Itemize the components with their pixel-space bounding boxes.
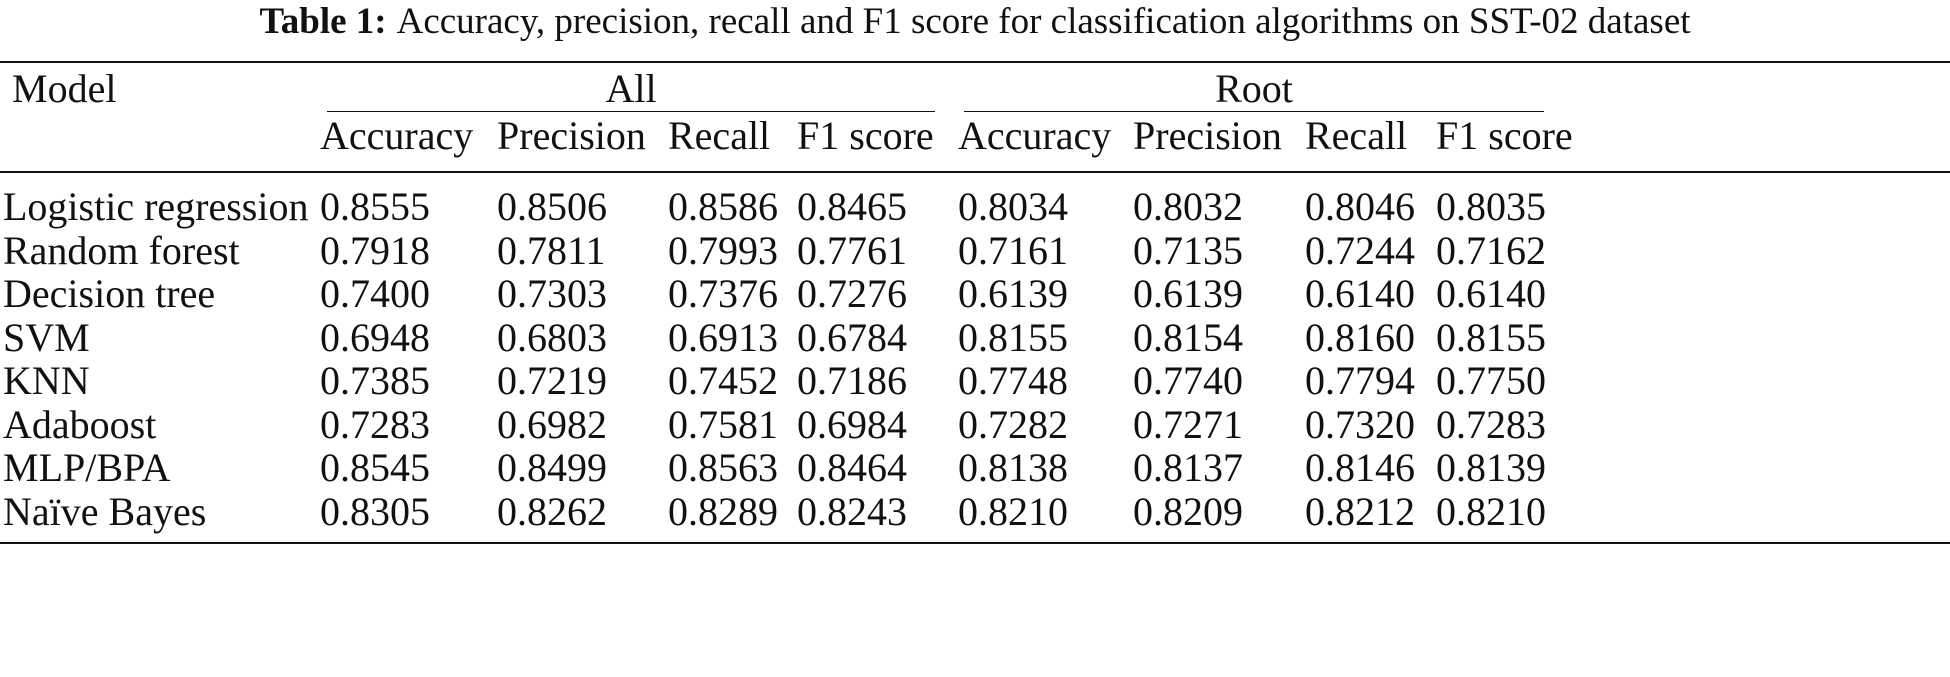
table-cell-value: 0.7918 — [320, 227, 430, 273]
table-cell-value: 0.7276 — [797, 271, 907, 316]
group-rule-root — [964, 111, 1544, 112]
row-model-name: SVM — [3, 314, 90, 360]
column-header: Recall — [1305, 113, 1408, 158]
table-cell-value: 0.6140 — [1436, 271, 1546, 316]
table-caption: Table 1: Accuracy, precision, recall and … — [0, 0, 1950, 58]
table-cell-value: 0.6984 — [797, 401, 907, 447]
bottom-rule — [0, 542, 1950, 544]
row-model-name: MLP/BPA — [3, 445, 171, 490]
table-cell-value: 0.6139 — [1133, 271, 1243, 316]
table-cell-value: 0.7320 — [1305, 401, 1415, 447]
column-header: Accuracy — [320, 113, 474, 158]
table-cell-value: 0.7135 — [1133, 227, 1243, 273]
table-cell-value: 0.8155 — [958, 314, 1068, 360]
table-cell-value: 0.7219 — [497, 358, 607, 403]
table-cell-value: 0.7750 — [1436, 358, 1546, 403]
table-cell-value: 0.8154 — [1133, 314, 1243, 360]
table-cell-value: 0.7161 — [958, 227, 1068, 273]
row-model-name: Decision tree — [3, 271, 216, 316]
table-cell-value: 0.7761 — [797, 227, 907, 273]
table-cell-value: 0.7283 — [320, 401, 430, 447]
table-cell-value: 0.7186 — [797, 358, 907, 403]
table-cell-value: 0.8146 — [1305, 445, 1415, 490]
table-cell-value: 0.7452 — [668, 358, 778, 403]
table-cell-value: 0.8212 — [1305, 488, 1415, 534]
table-cell-value: 0.7794 — [1305, 358, 1415, 403]
table-cell-value: 0.8209 — [1133, 488, 1243, 534]
column-header: Precision — [497, 113, 646, 158]
table-cell-value: 0.8464 — [797, 445, 907, 490]
table-cell-value: 0.6139 — [958, 271, 1068, 316]
table-cell-value: 0.7244 — [1305, 227, 1415, 273]
column-header: Accuracy — [958, 113, 1112, 158]
table-cell-value: 0.6140 — [1305, 271, 1415, 316]
table-cell-value: 0.7811 — [497, 227, 606, 273]
table-cell-value: 0.7282 — [958, 401, 1068, 447]
table-cell-value: 0.8034 — [958, 184, 1068, 229]
row-model-name: Adaboost — [3, 401, 157, 447]
table-cell-value: 0.8032 — [1133, 184, 1243, 229]
table-cell-value: 0.7283 — [1436, 401, 1546, 447]
row-model-name: Naïve Bayes — [3, 488, 207, 534]
column-header: Recall — [668, 113, 771, 158]
table-cell-value: 0.6784 — [797, 314, 907, 360]
row-model-name: KNN — [3, 358, 90, 403]
table-cell-value: 0.8210 — [1436, 488, 1546, 534]
table-cell-value: 0.7303 — [497, 271, 607, 316]
table-cell-value: 0.7993 — [668, 227, 778, 273]
table-cell-value: 0.8139 — [1436, 445, 1546, 490]
top-rule — [0, 61, 1950, 63]
table-cell-value: 0.8210 — [958, 488, 1068, 534]
table-cell-value: 0.7376 — [668, 271, 778, 316]
table-cell-value: 0.7162 — [1436, 227, 1546, 273]
table-cell-value: 0.7581 — [668, 401, 778, 447]
table-cell-value: 0.8555 — [320, 184, 430, 229]
table-cell-value: 0.8289 — [668, 488, 778, 534]
group-header-all: All — [605, 66, 657, 111]
group-rule-all — [327, 111, 935, 112]
table-cell-value: 0.6913 — [668, 314, 778, 360]
caption-text: Accuracy, precision, recall and F1 score… — [396, 1, 1691, 42]
table-cell-value: 0.7271 — [1133, 401, 1243, 447]
column-header: F1 score — [797, 113, 934, 158]
table-cell-value: 0.8155 — [1436, 314, 1546, 360]
caption-label: Table 1: — [259, 1, 387, 42]
column-header: Precision — [1133, 113, 1282, 158]
header-rule — [0, 171, 1950, 173]
table-cell-value: 0.8586 — [668, 184, 778, 229]
table-cell-value: 0.7740 — [1133, 358, 1243, 403]
table-cell-value: 0.7748 — [958, 358, 1068, 403]
table-cell-value: 0.8160 — [1305, 314, 1415, 360]
table-cell-value: 0.8137 — [1133, 445, 1243, 490]
table-cell-value: 0.8506 — [497, 184, 607, 229]
table-cell-value: 0.7385 — [320, 358, 430, 403]
table-cell-value: 0.8465 — [797, 184, 907, 229]
table-cell-value: 0.8262 — [497, 488, 607, 534]
model-header: Model — [12, 66, 117, 111]
table-cell-value: 0.6982 — [497, 401, 607, 447]
table-cell-value: 0.8243 — [797, 488, 907, 534]
table-cell-value: 0.8035 — [1436, 184, 1546, 229]
row-model-name: Logistic regression — [3, 184, 309, 229]
row-model-name: Random forest — [3, 227, 240, 273]
table-cell-value: 0.8545 — [320, 445, 430, 490]
table-cell-value: 0.6948 — [320, 314, 430, 360]
table-cell-value: 0.8499 — [497, 445, 607, 490]
group-header-root: Root — [1215, 66, 1293, 111]
table-cell-value: 0.7400 — [320, 271, 430, 316]
column-header: F1 score — [1436, 113, 1573, 158]
table-cell-value: 0.8563 — [668, 445, 778, 490]
table-cell-value: 0.6803 — [497, 314, 607, 360]
table-cell-value: 0.8138 — [958, 445, 1068, 490]
table-cell-value: 0.8305 — [320, 488, 430, 534]
table-cell-value: 0.8046 — [1305, 184, 1415, 229]
